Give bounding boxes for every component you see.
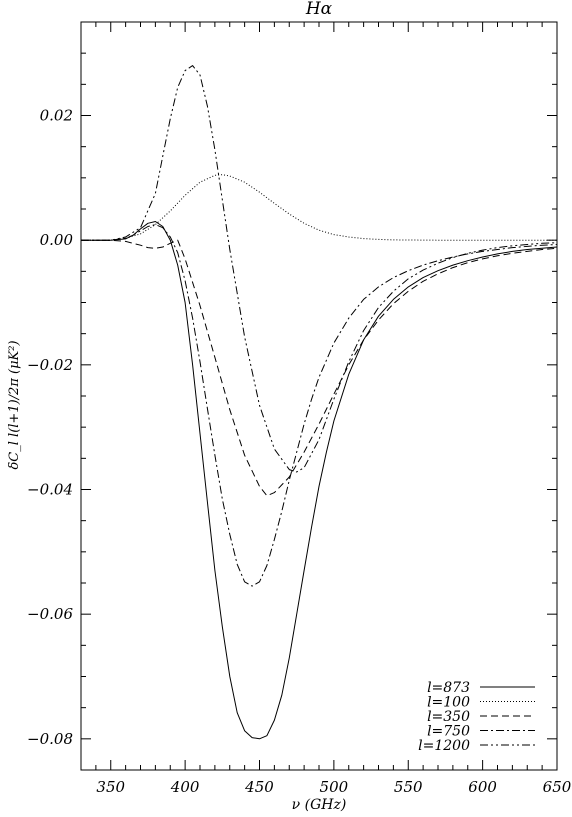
legend-label: l=873 bbox=[427, 680, 470, 696]
y-tick-label: 0.00 bbox=[40, 231, 74, 249]
y-tick-label: −0.04 bbox=[27, 481, 73, 499]
legend-label: l=100 bbox=[427, 695, 470, 711]
series-line-4 bbox=[81, 65, 558, 473]
y-tick-label: −0.06 bbox=[27, 605, 73, 623]
x-axis-label: ν (GHz) bbox=[292, 797, 347, 813]
y-tick-label: −0.08 bbox=[27, 730, 73, 748]
y-tick-label: −0.02 bbox=[27, 356, 73, 374]
x-tick-label: 650 bbox=[543, 778, 572, 796]
tick-labels: 350 400 450 500 550 600 650 −0.08 −0.06 −0.04 −0.0… bbox=[27, 107, 572, 797]
x-tick-label: 450 bbox=[244, 778, 274, 796]
series-lines bbox=[81, 65, 558, 740]
plot-frame bbox=[80, 21, 558, 771]
legend-label: l=350 bbox=[427, 709, 470, 725]
y-axis-label: δC_l l(l+1)/2π (μK²) bbox=[7, 340, 22, 469]
series-line-3 bbox=[81, 224, 558, 587]
x-tick-label: 350 bbox=[96, 778, 125, 796]
y-tick-label: 0.02 bbox=[40, 107, 73, 125]
x-tick-label: 550 bbox=[394, 778, 423, 796]
series-line-2 bbox=[81, 239, 558, 497]
legend-label: l=750 bbox=[427, 724, 470, 740]
x-tick-label: 600 bbox=[468, 778, 497, 796]
series-line-0 bbox=[81, 221, 558, 740]
legend-label: l=1200 bbox=[418, 738, 470, 754]
chart-title: Hα bbox=[305, 0, 333, 19]
x-tick-label: 400 bbox=[170, 778, 200, 796]
x-tick-label: 500 bbox=[320, 778, 349, 796]
